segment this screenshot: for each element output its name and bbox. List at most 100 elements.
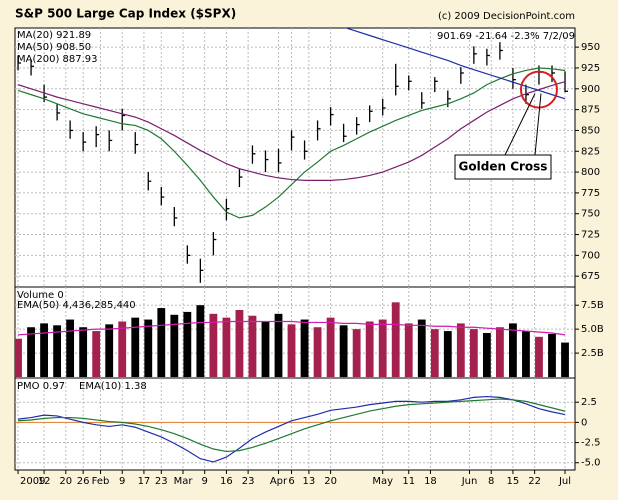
volume-bar <box>456 323 465 378</box>
volume-bar <box>378 319 387 378</box>
volume-bar <box>391 302 400 378</box>
volume-bar <box>274 313 283 378</box>
y-tick-label: 750 <box>581 209 600 220</box>
x-tick-label: 9 <box>119 476 125 487</box>
panel <box>15 378 575 470</box>
volume-bar <box>417 319 426 378</box>
legend-label: MA(20) 921.89 <box>17 30 91 41</box>
x-tick-label: 20 <box>59 476 72 487</box>
y-tick-label: 875 <box>581 105 600 116</box>
volume-bar <box>235 309 244 378</box>
y-tick-label: 2.5 <box>581 397 597 408</box>
x-tick-label: Jul <box>558 476 571 487</box>
volume-bar <box>300 319 309 378</box>
x-tick-label: 15 <box>507 476 520 487</box>
legend-label: PMO 0.97 <box>17 381 65 392</box>
y-tick-label: 925 <box>581 63 600 74</box>
highlight-circle <box>519 70 558 109</box>
volume-bar <box>66 319 75 378</box>
y-tick-label: 675 <box>581 271 600 282</box>
y-tick-label: -2.5 <box>581 438 601 449</box>
volume-bar <box>144 319 153 378</box>
volume-bar <box>131 317 140 378</box>
x-tick-label: 23 <box>242 476 255 487</box>
y-tick-label: 5.0B <box>581 324 604 335</box>
volume-bar <box>79 327 88 378</box>
y-tick-label: -5.0 <box>581 458 601 469</box>
x-tick-label: 13 <box>303 476 316 487</box>
volume-bar <box>92 331 101 378</box>
x-tick-label: 6 <box>288 476 294 487</box>
y-tick-label: 800 <box>581 167 600 178</box>
legend-label: EMA(10) 1.38 <box>79 381 147 392</box>
volume-bar <box>365 321 374 378</box>
x-tick-label: 16 <box>220 476 233 487</box>
volume-bar <box>287 324 296 378</box>
volume-bar <box>352 329 361 378</box>
y-tick-label: 2.5B <box>581 348 604 359</box>
volume-bar <box>535 336 543 378</box>
chart-title: S&P 500 Large Cap Index ($SPX) <box>15 7 236 21</box>
volume-bar <box>183 311 192 378</box>
legend-label: Volume 0 <box>17 290 64 301</box>
volume-bar <box>196 305 205 378</box>
y-tick-label: 0 <box>581 417 587 428</box>
volume-bar <box>40 323 48 378</box>
volume-bar <box>430 329 439 378</box>
y-tick-label: 825 <box>581 146 600 157</box>
x-tick-label: 22 <box>528 476 541 487</box>
y-tick-label: 900 <box>581 84 600 95</box>
volume-bar <box>105 324 114 378</box>
copyright: (c) 2009 DecisionPoint.com <box>438 11 575 22</box>
annotation-box <box>454 154 552 180</box>
last-price: 901.69 -21.64 -2.3% 7/2/09 <box>437 31 575 42</box>
volume-bar <box>248 315 257 378</box>
volume-bar <box>522 331 530 378</box>
x-tick-label: Apr <box>270 476 288 487</box>
y-tick-label: 850 <box>581 125 600 136</box>
volume-bar <box>561 342 569 378</box>
volume-bar <box>495 327 504 378</box>
x-tick-label: 9 <box>202 476 208 487</box>
volume-bar <box>326 317 335 378</box>
x-tick-label: 18 <box>424 476 437 487</box>
volume-bar <box>15 338 22 378</box>
volume-bar <box>443 331 452 378</box>
legend-label: EMA(50) 4,436,285,440 <box>17 300 136 311</box>
volume-bar <box>157 308 166 378</box>
volume-bar <box>118 321 127 378</box>
indicator-line <box>18 398 566 453</box>
x-tick-label: 17 <box>138 476 151 487</box>
x-tick-label: 2009 <box>20 476 45 487</box>
indicator-line <box>17 395 566 463</box>
y-tick-label: 725 <box>581 230 600 241</box>
volume-bar <box>222 317 231 378</box>
x-tick-label: 12 <box>38 476 51 487</box>
volume-bar <box>261 321 270 378</box>
volume-bar <box>53 325 62 378</box>
panel <box>15 287 575 378</box>
x-tick-label: 11 <box>402 476 415 487</box>
volume-bar <box>339 325 348 378</box>
x-tick-label: May <box>372 476 393 487</box>
y-tick-label: 775 <box>581 188 600 199</box>
volume-bar <box>469 329 478 378</box>
x-tick-label: Feb <box>92 476 110 487</box>
x-tick-label: 8 <box>488 476 494 487</box>
annotation: Golden Cross <box>459 160 548 174</box>
y-tick-label: 700 <box>581 250 600 261</box>
ema-line <box>17 320 566 336</box>
x-tick-label: Jun <box>461 476 478 487</box>
volume-bar <box>170 314 179 378</box>
volume-bar <box>27 327 35 378</box>
legend-label: MA(200) 887.93 <box>17 54 98 65</box>
x-tick-label: Mar <box>174 476 194 487</box>
y-tick-label: 7.5B <box>581 300 604 311</box>
volume-bar <box>548 333 556 378</box>
ma-line <box>344 28 566 100</box>
volume-bar <box>313 327 322 378</box>
volume-bar <box>482 332 491 378</box>
ma-line <box>17 67 566 219</box>
volume-bar <box>209 313 218 378</box>
x-tick-label: 26 <box>77 476 90 487</box>
